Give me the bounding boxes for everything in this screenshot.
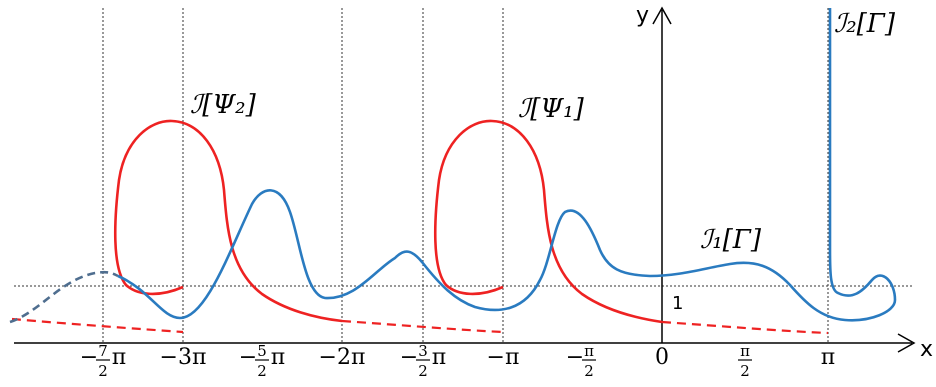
y-one-label: 1 bbox=[672, 293, 683, 314]
tick-denominator: 2 bbox=[257, 362, 267, 380]
tick-text: 0 bbox=[655, 345, 669, 370]
red-dashed-mid bbox=[341, 319, 504, 334]
axes bbox=[14, 6, 916, 353]
tick-sign: − bbox=[566, 345, 584, 370]
blue-curves bbox=[117, 8, 897, 322]
blue-curve-i1-gamma bbox=[117, 8, 897, 322]
tick-suffix: π bbox=[271, 345, 285, 370]
x-axis-arrowhead bbox=[897, 333, 916, 353]
tick-denominator: 2 bbox=[418, 362, 428, 380]
x-tick-label: −3 2π bbox=[400, 342, 446, 380]
tick-numerator: π bbox=[740, 342, 750, 360]
tick-text: −π bbox=[487, 345, 520, 370]
label-i-psi2: ℐ[Ψ₂] bbox=[190, 90, 257, 120]
tick-sign: − bbox=[239, 345, 257, 370]
tick-denominator: 2 bbox=[740, 362, 750, 380]
tick-text: −3π bbox=[160, 345, 207, 370]
tick-numerator: 3 bbox=[418, 342, 428, 360]
tick-text: π bbox=[821, 345, 835, 370]
x-tick-labels: −72π −3π −52π −2π −32π −π − π20 π2π bbox=[80, 342, 835, 380]
x-axis-label: x bbox=[920, 337, 933, 362]
x-tick-label: −7 2π bbox=[80, 342, 126, 380]
tick-sign: − bbox=[400, 345, 418, 370]
tick-denominator: 2 bbox=[98, 362, 108, 380]
red-curves bbox=[113, 119, 663, 324]
x-tick-label: −5 2π bbox=[239, 342, 285, 380]
tick-numerator: 7 bbox=[98, 342, 108, 360]
tick-denominator: 2 bbox=[584, 362, 594, 380]
red-dashed-right bbox=[661, 320, 829, 335]
tick-suffix: π bbox=[112, 345, 126, 370]
x-tick-label: π bbox=[821, 345, 835, 370]
tick-text: −2π bbox=[319, 345, 366, 370]
label-i-psi1: ℐ[Ψ₁] bbox=[518, 94, 585, 124]
red-dashed-left bbox=[11, 317, 184, 334]
label-i1-gamma: ℐ₁[Γ] bbox=[700, 225, 762, 255]
red-dashed-curve bbox=[11, 317, 829, 335]
tick-numerator: π bbox=[584, 342, 594, 360]
tick-sign: − bbox=[80, 345, 98, 370]
x-tick-label: −π bbox=[487, 345, 520, 370]
red-loop-psi2 bbox=[113, 119, 343, 323]
x-tick-label: −2π bbox=[319, 345, 366, 370]
label-i2-gamma: ℐ₂[Γ] bbox=[834, 9, 896, 39]
x-tick-label: −3π bbox=[160, 345, 207, 370]
x-tick-label: 0 bbox=[655, 345, 669, 370]
x-tick-label: π2 bbox=[738, 342, 752, 380]
y-axis-label: y bbox=[636, 3, 649, 28]
tick-suffix: π bbox=[432, 345, 446, 370]
blue-dashed-curve bbox=[9, 270, 119, 324]
y-axis-arrowhead bbox=[652, 6, 672, 25]
tick-numerator: 5 bbox=[257, 342, 267, 360]
red-loop-psi1 bbox=[433, 119, 663, 324]
x-tick-label: − π 2 bbox=[566, 342, 596, 380]
